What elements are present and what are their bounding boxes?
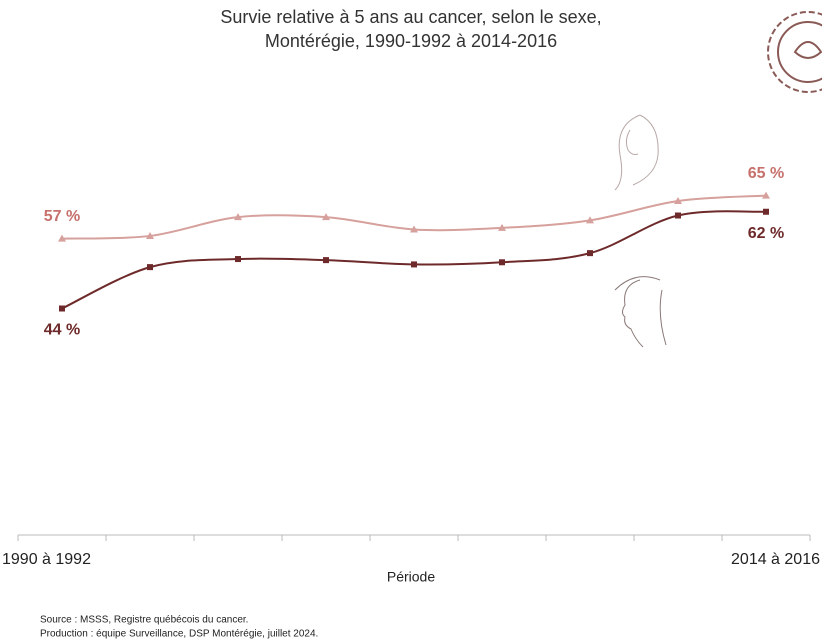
data-label: 44 % <box>44 322 80 339</box>
point <box>498 223 506 231</box>
point <box>410 225 418 233</box>
point <box>586 216 594 224</box>
point <box>762 191 770 199</box>
point <box>235 256 241 263</box>
data-label: 65 % <box>748 165 784 182</box>
point <box>58 234 66 242</box>
point <box>499 259 505 266</box>
point <box>322 213 330 221</box>
point <box>675 212 681 219</box>
point <box>147 264 153 271</box>
source-note: Source : MSSS, Registre québécois du can… <box>40 615 248 626</box>
logo <box>767 11 822 93</box>
data-label: 57 % <box>44 208 80 225</box>
point <box>146 231 154 239</box>
chart-title: Survie relative à 5 ans au cancer, selon… <box>220 7 601 27</box>
chart-subtitle: Montérégie, 1990-1992 à 2014-2016 <box>265 31 557 51</box>
data-label: 62 % <box>748 225 784 242</box>
point <box>674 197 682 204</box>
point <box>323 257 329 264</box>
point <box>763 208 769 215</box>
x-axis-title: Période <box>387 569 435 585</box>
point <box>587 250 593 257</box>
x-tick-label: 2014 à 2016 <box>731 551 820 568</box>
production-note: Production : équipe Surveillance, DSP Mo… <box>40 629 318 640</box>
x-tick-label: 1990 à 1992 <box>2 551 91 568</box>
point <box>234 213 242 221</box>
point <box>59 305 65 312</box>
point <box>411 261 417 268</box>
man-icon <box>614 276 667 348</box>
woman-icon <box>614 114 659 191</box>
